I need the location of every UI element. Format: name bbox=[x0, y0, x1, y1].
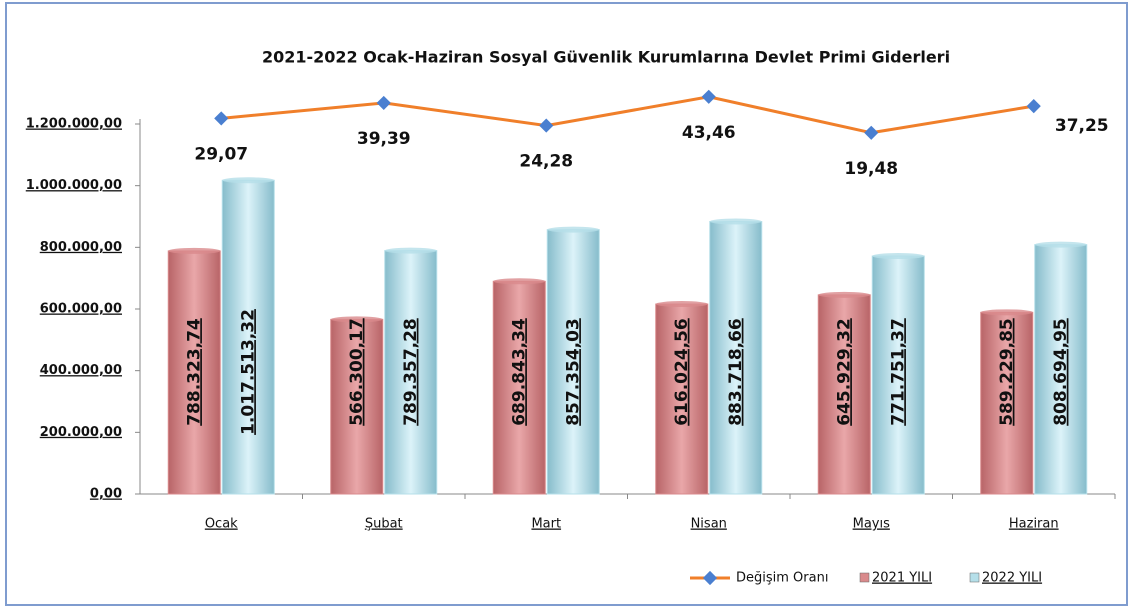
bar-top bbox=[547, 226, 600, 233]
bar-value-label: 689.843,34 bbox=[509, 318, 529, 426]
x-tick-label: Mayıs bbox=[853, 517, 890, 532]
bar-value-label: 771.751,37 bbox=[888, 318, 908, 426]
bar-value-label: 789.357,28 bbox=[401, 318, 421, 426]
bar-top bbox=[493, 278, 546, 285]
line-value-label: 24,28 bbox=[519, 152, 573, 172]
bar-value-label: 788.323,74 bbox=[184, 318, 204, 426]
bar bbox=[817, 294, 871, 495]
bar-top bbox=[222, 177, 275, 184]
bar bbox=[384, 250, 438, 495]
bar bbox=[546, 229, 600, 495]
legend-swatch bbox=[969, 572, 980, 583]
line bbox=[221, 95, 1034, 135]
x-tick-label: Şubat bbox=[365, 517, 403, 532]
y-tick-label: 200.000,00 bbox=[40, 425, 122, 440]
bar bbox=[167, 250, 221, 495]
bar-top bbox=[872, 253, 925, 260]
bar-value-label: 589.229,85 bbox=[997, 318, 1017, 426]
x-tick-label: Nisan bbox=[691, 517, 727, 532]
bar bbox=[221, 179, 275, 495]
legend-marker bbox=[702, 570, 718, 586]
bar-value-label: 883.718,66 bbox=[726, 318, 746, 426]
bar-top bbox=[330, 316, 383, 323]
line-marker bbox=[539, 118, 554, 133]
line-marker bbox=[1026, 99, 1041, 114]
line-value-label: 37,25 bbox=[1055, 116, 1109, 136]
bar-top bbox=[1034, 241, 1087, 248]
x-tick-label: Haziran bbox=[1009, 517, 1059, 532]
bar-top bbox=[709, 218, 762, 225]
bar bbox=[709, 221, 763, 495]
line-marker bbox=[376, 95, 391, 110]
x-tick-label: Ocak bbox=[205, 517, 238, 532]
line-value-label: 29,07 bbox=[194, 144, 248, 164]
bar-value-label: 616.024,56 bbox=[672, 318, 692, 426]
bar-value-label: 645.929,32 bbox=[834, 318, 854, 426]
y-tick-label: 1.000.000,00 bbox=[26, 178, 122, 193]
y-tick-label: 0,00 bbox=[90, 487, 122, 502]
line-value-label: 43,46 bbox=[682, 123, 736, 143]
bar-top bbox=[384, 247, 437, 254]
bar-top bbox=[655, 301, 708, 308]
bar bbox=[980, 311, 1034, 495]
bar bbox=[1034, 244, 1088, 495]
y-tick-label: 1.200.000,00 bbox=[26, 117, 122, 132]
bar-value-label: 808.694,95 bbox=[1051, 318, 1071, 426]
line-marker bbox=[864, 125, 879, 140]
legend-label: 2021 YILI bbox=[872, 571, 932, 586]
bar-value-label: 566.300,17 bbox=[347, 318, 367, 426]
y-tick-label: 400.000,00 bbox=[40, 363, 122, 378]
legend-swatch bbox=[859, 572, 870, 583]
bar-value-label: 1.017.513,32 bbox=[238, 309, 258, 435]
y-tick-label: 600.000,00 bbox=[40, 302, 122, 317]
bar-value-label: 857.354,03 bbox=[563, 318, 583, 426]
y-tick-label: 800.000,00 bbox=[40, 240, 122, 255]
bar-top bbox=[980, 309, 1033, 316]
bar-top bbox=[818, 291, 871, 298]
bar-top bbox=[168, 247, 221, 254]
line-value-label: 19,48 bbox=[844, 159, 898, 179]
chart-title: 2021-2022 Ocak-Haziran Sosyal Güvenlik K… bbox=[262, 48, 950, 67]
line-marker bbox=[701, 89, 716, 104]
legend-label: 2022 YILI bbox=[982, 571, 1042, 586]
x-tick-label: Mart bbox=[531, 517, 561, 532]
bar bbox=[330, 318, 384, 495]
legend-label: Değişim Oranı bbox=[736, 571, 828, 586]
line-value-label: 39,39 bbox=[357, 129, 411, 149]
